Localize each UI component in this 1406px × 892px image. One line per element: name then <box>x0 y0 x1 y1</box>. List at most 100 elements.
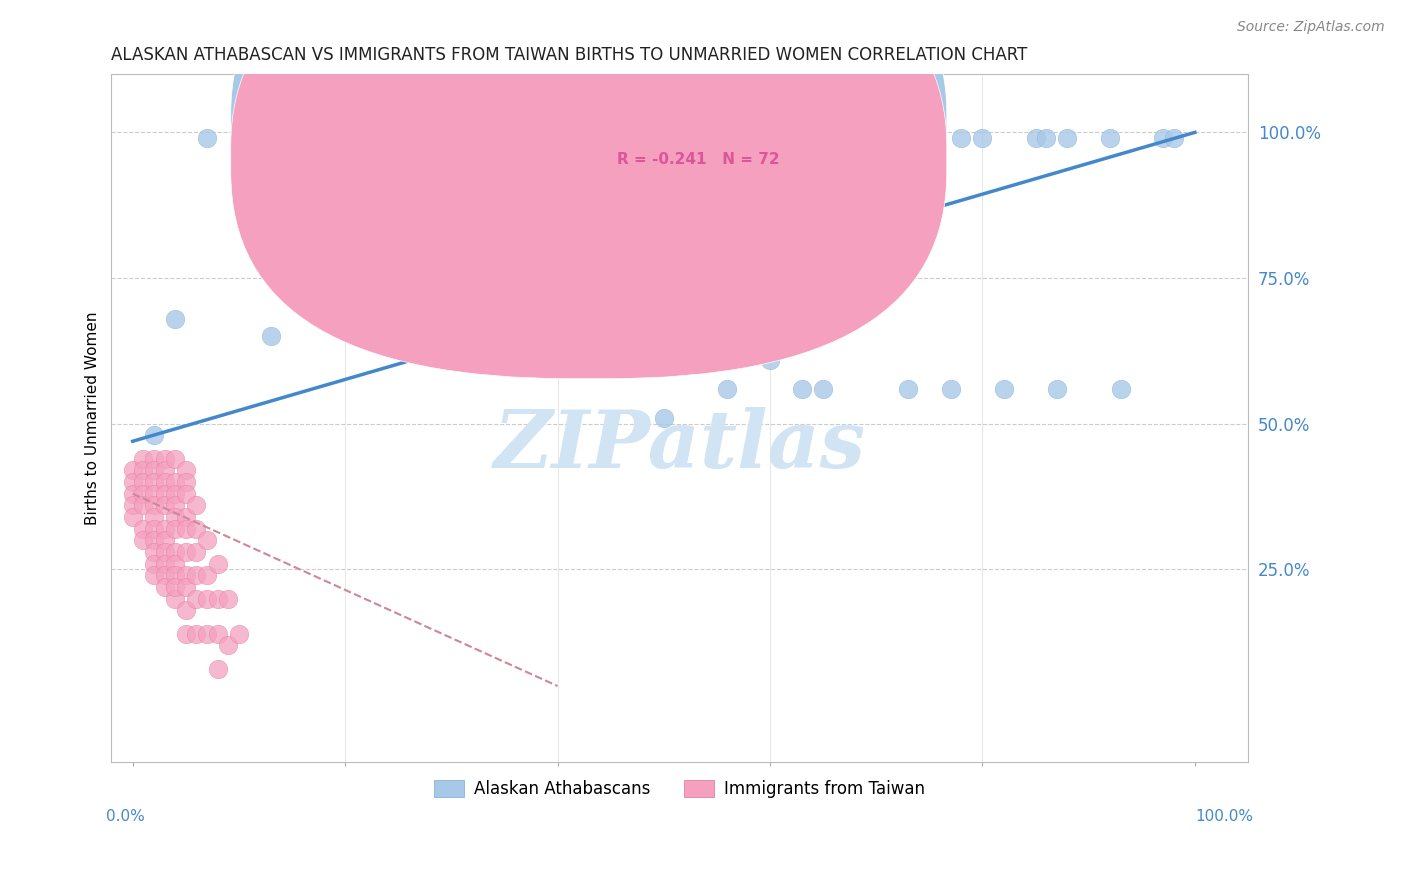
Point <box>165 486 187 500</box>
Point <box>217 638 239 652</box>
Point <box>165 568 187 582</box>
Point <box>142 451 165 466</box>
Point <box>195 533 218 548</box>
Point <box>174 545 197 559</box>
Point <box>578 131 600 145</box>
Point <box>142 533 165 548</box>
FancyBboxPatch shape <box>555 98 821 178</box>
Legend: Alaskan Athabascans, Immigrants from Taiwan: Alaskan Athabascans, Immigrants from Tai… <box>427 773 932 805</box>
Point <box>142 428 165 442</box>
Point <box>1152 131 1174 145</box>
Text: 100.0%: 100.0% <box>1195 808 1254 823</box>
Point <box>706 131 728 145</box>
Point <box>165 545 187 559</box>
Point <box>186 591 208 606</box>
Point <box>132 451 155 466</box>
Point <box>939 382 962 396</box>
Point <box>568 341 591 355</box>
Point <box>153 499 176 513</box>
Point <box>790 382 813 396</box>
FancyBboxPatch shape <box>231 0 946 379</box>
Point <box>132 475 155 489</box>
Point <box>1035 131 1057 145</box>
Point <box>174 568 197 582</box>
Point <box>174 475 197 489</box>
Point <box>153 522 176 536</box>
Point <box>249 131 271 145</box>
Point <box>153 463 176 477</box>
Point <box>195 626 218 640</box>
Point <box>207 557 229 571</box>
Point <box>195 131 218 145</box>
Point <box>1163 131 1185 145</box>
Point <box>918 131 941 145</box>
Point <box>1109 382 1132 396</box>
Point <box>950 131 973 145</box>
Point <box>652 411 675 425</box>
Point <box>132 463 155 477</box>
Point <box>780 131 803 145</box>
Point <box>195 591 218 606</box>
Point <box>759 131 782 145</box>
Point <box>142 568 165 582</box>
Point <box>886 131 908 145</box>
Point <box>207 661 229 675</box>
Point <box>790 131 813 145</box>
Text: R =  0.649   N = 36: R = 0.649 N = 36 <box>617 120 779 135</box>
Point <box>165 580 187 594</box>
Point <box>153 568 176 582</box>
Point <box>195 568 218 582</box>
Point <box>142 499 165 513</box>
Point <box>153 545 176 559</box>
Text: R = -0.241   N = 72: R = -0.241 N = 72 <box>617 152 780 167</box>
Point <box>217 591 239 606</box>
Point <box>174 486 197 500</box>
Point <box>121 463 143 477</box>
Point <box>165 311 187 326</box>
Y-axis label: Births to Unmarried Women: Births to Unmarried Women <box>86 311 100 524</box>
Point <box>440 329 463 343</box>
Point <box>972 131 994 145</box>
Point <box>132 499 155 513</box>
Point <box>165 475 187 489</box>
Point <box>620 230 643 244</box>
Point <box>186 545 208 559</box>
Point <box>1025 131 1047 145</box>
Point <box>142 522 165 536</box>
Point <box>165 510 187 524</box>
Text: 0.0%: 0.0% <box>105 808 145 823</box>
Point <box>716 382 738 396</box>
Point <box>207 591 229 606</box>
Point <box>1098 131 1121 145</box>
Point <box>174 603 197 617</box>
Point <box>174 463 197 477</box>
Point <box>165 451 187 466</box>
Text: Source: ZipAtlas.com: Source: ZipAtlas.com <box>1237 20 1385 34</box>
Point <box>132 533 155 548</box>
Point <box>132 522 155 536</box>
Point <box>811 382 834 396</box>
Point <box>174 510 197 524</box>
Point <box>186 499 208 513</box>
Point <box>142 545 165 559</box>
Point <box>186 522 208 536</box>
Point <box>153 451 176 466</box>
Point <box>356 131 378 145</box>
Point <box>897 382 920 396</box>
Point <box>153 486 176 500</box>
Point <box>228 626 250 640</box>
Point <box>142 510 165 524</box>
Point <box>142 475 165 489</box>
Point <box>174 626 197 640</box>
Point <box>260 329 283 343</box>
Point <box>759 352 782 367</box>
Point <box>153 533 176 548</box>
Point <box>186 568 208 582</box>
Point <box>121 510 143 524</box>
Text: ZIPatlas: ZIPatlas <box>494 407 866 484</box>
Point <box>165 499 187 513</box>
Point <box>547 131 569 145</box>
Point <box>186 626 208 640</box>
Point <box>132 486 155 500</box>
Point <box>142 463 165 477</box>
